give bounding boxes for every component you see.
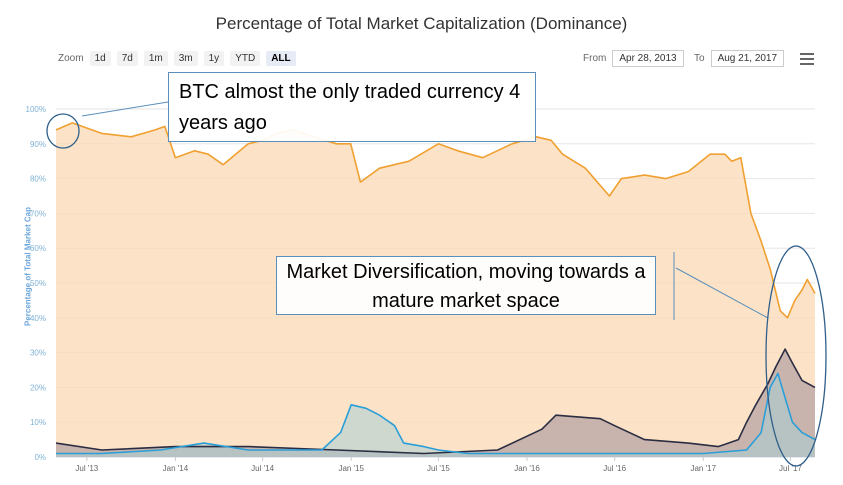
hamburger-menu-icon[interactable] [800,53,814,65]
zoom-3m-button[interactable]: 3m [173,51,198,66]
series-area-1 [56,349,815,457]
y-tick-label: 100% [26,105,46,114]
y-tick-label: 20% [30,383,46,392]
x-tick-label: Jul '14 [251,464,274,473]
y-tick-label: 50% [30,279,46,288]
y-tick-label: 0% [34,453,46,462]
to-label: To [694,53,705,64]
y-tick-label: 10% [30,418,46,427]
range-from: From Apr 28, 2013 [583,50,684,67]
y-tick-label: 90% [30,140,46,149]
zoom-1y-button[interactable]: 1y [203,51,225,66]
x-tick-label: Jan '14 [163,464,189,473]
y-tick-label: 60% [30,244,46,253]
x-tick-label: Jan '15 [338,464,364,473]
x-tick-label: Jul '17 [779,464,802,473]
zoom-ytd-button[interactable]: YTD [230,51,261,66]
y-tick-label: 80% [30,175,46,184]
from-label: From [583,53,607,64]
zoom-label: Zoom [58,53,84,64]
zoom-7d-button[interactable]: 7d [116,51,138,66]
series-line-0 [55,122,816,319]
series-line-2 [56,372,816,455]
zoom-bar: Zoom 1d 7d 1m 3m 1y YTD ALL [58,51,302,66]
diversification-annotation: Market Diversification, moving towards a… [276,256,656,315]
x-tick-label: Jul '13 [75,464,98,473]
zoom-all-button[interactable]: ALL [266,51,296,66]
btc-annotation: BTC almost the only traded currency 4 ye… [168,72,536,142]
to-date-input[interactable]: Aug 21, 2017 [710,50,785,67]
zoom-1d-button[interactable]: 1d [89,51,111,66]
zoom-1m-button[interactable]: 1m [143,51,168,66]
range-to: To Aug 21, 2017 [694,50,785,67]
btc-highlight-circle [46,113,80,149]
diversification-highlight-ellipse [765,245,827,467]
x-tick-label: Jan '16 [514,464,540,473]
y-tick-label: 70% [30,209,46,218]
btc-callout-line [81,101,169,117]
from-date-input[interactable]: Apr 28, 2013 [612,50,684,67]
y-tick-label: 30% [30,349,46,358]
x-tick-label: Jul '15 [427,464,450,473]
x-tick-label: Jul '16 [603,464,626,473]
series-line-1 [55,348,816,455]
chart-title: Percentage of Total Market Capitalizatio… [215,14,628,33]
diversification-callout-line [675,267,769,319]
x-tick-label: Jan '17 [690,464,716,473]
y-tick-label: 40% [30,314,46,323]
